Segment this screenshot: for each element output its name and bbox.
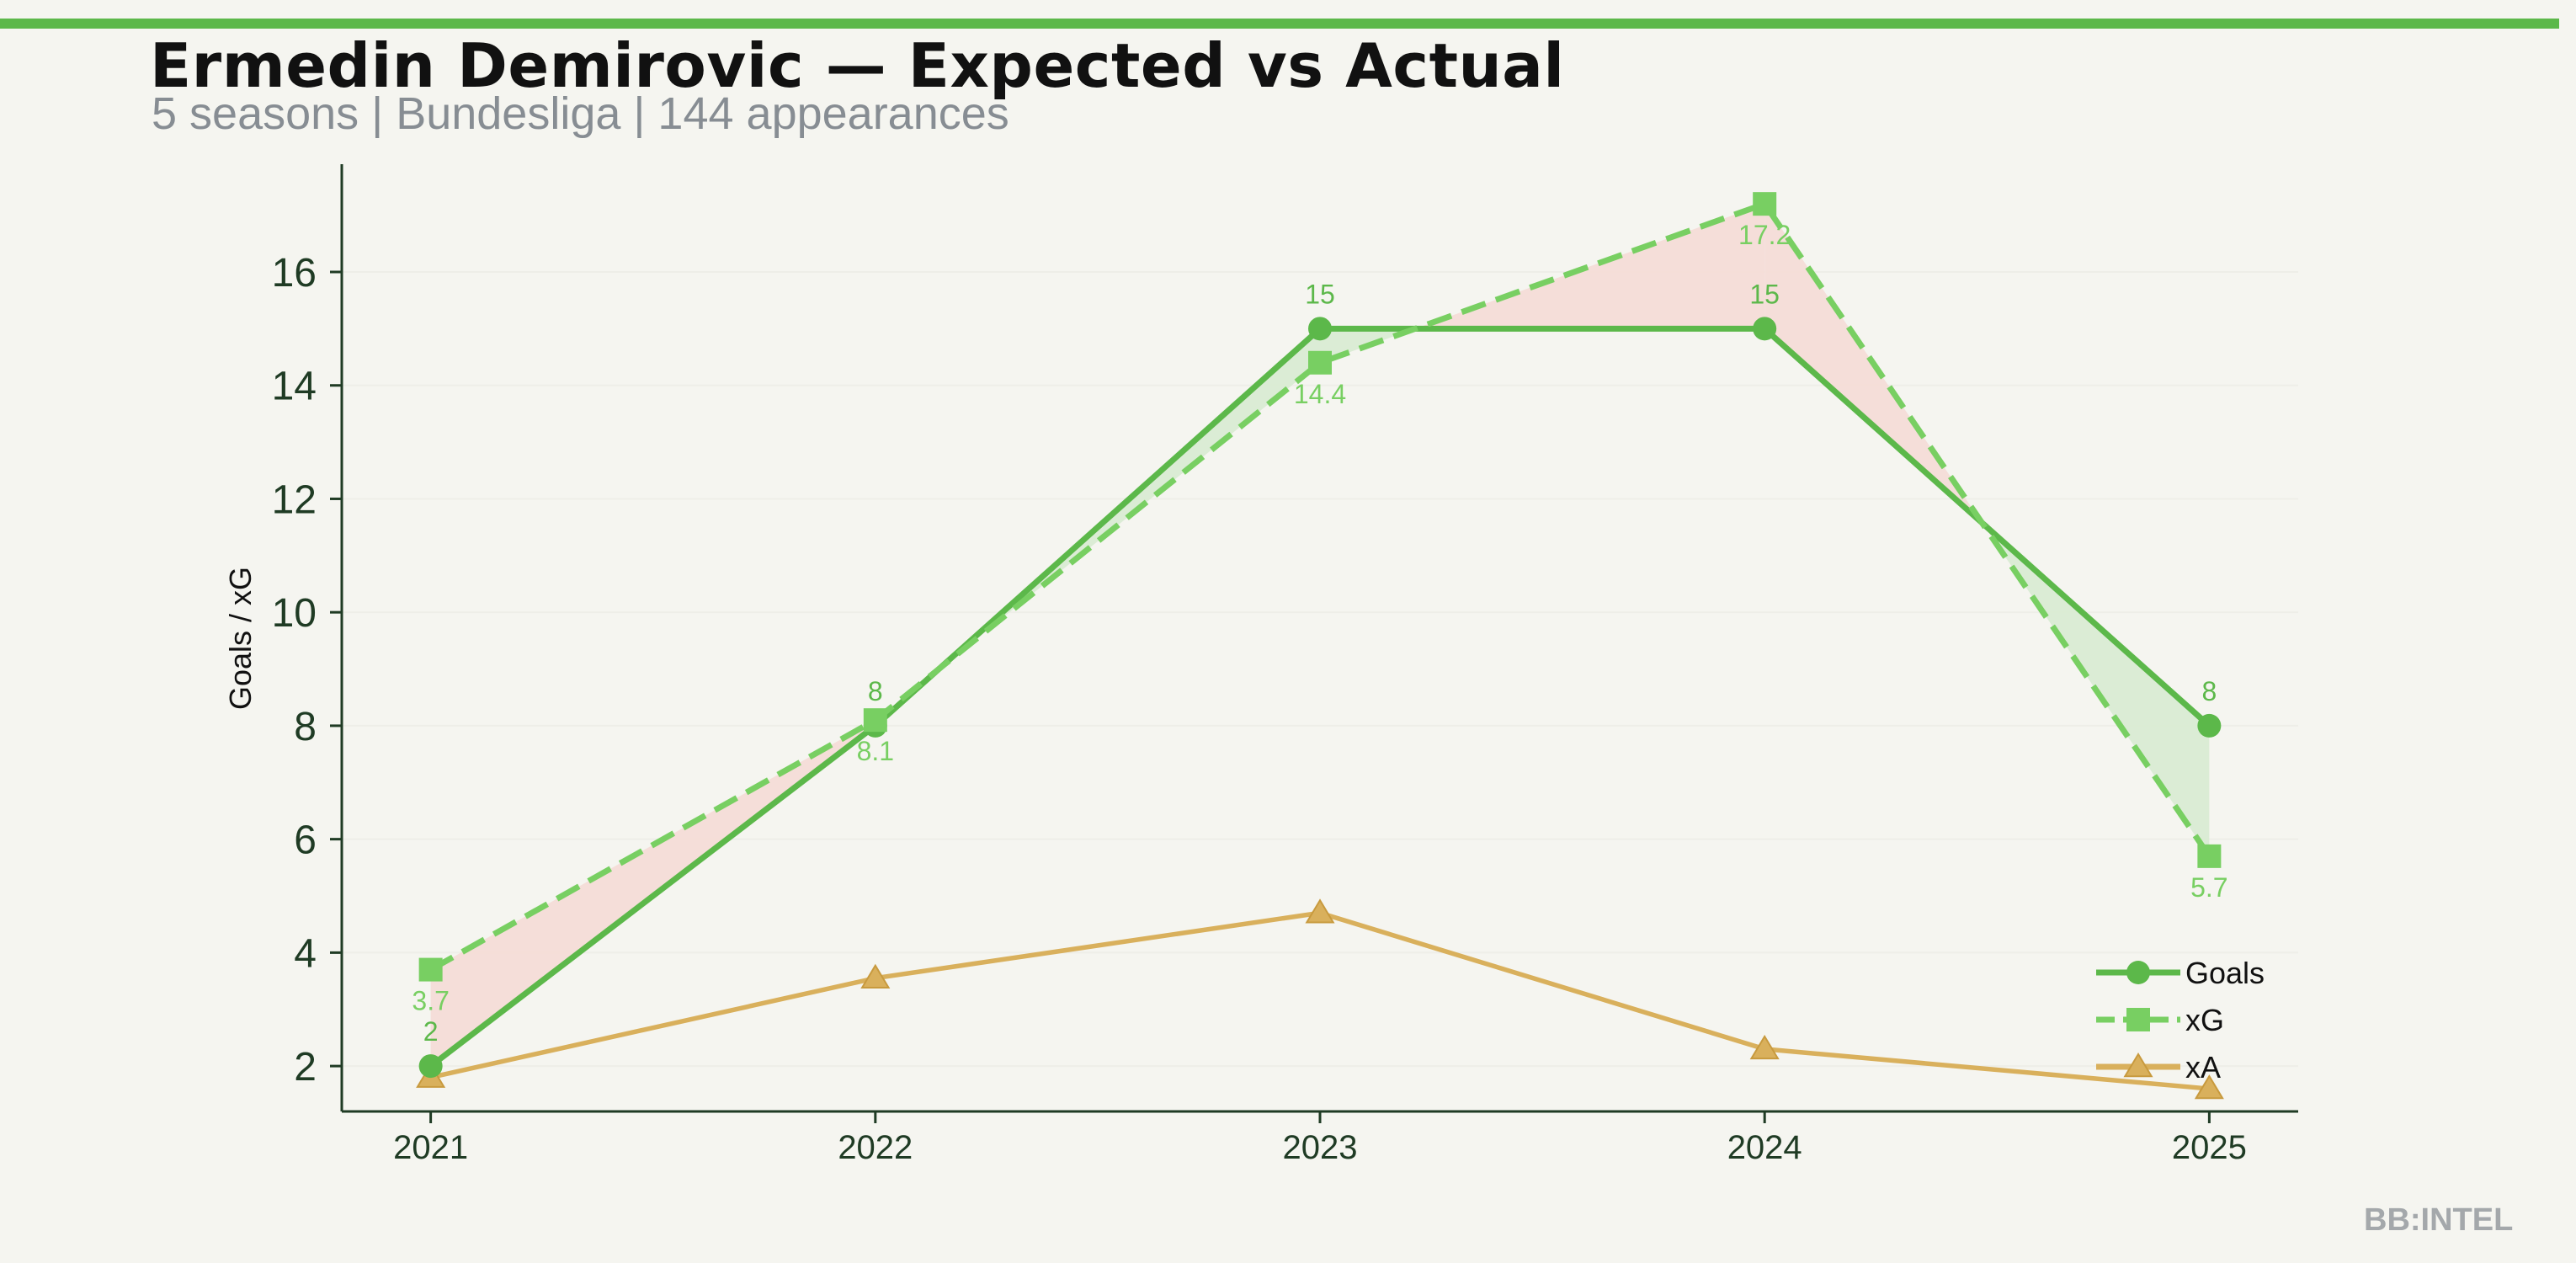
legend-label-xa: xA bbox=[2185, 1050, 2221, 1084]
y-tick-label-2: 2 bbox=[294, 1045, 317, 1090]
x-tick-label-2024: 2024 bbox=[1727, 1129, 1802, 1166]
axes: 2 4 6 8 10 12 14 16 2021 2022 2023 2024 2025 Goals / … bbox=[223, 164, 2298, 1166]
y-tick-label-8: 8 bbox=[294, 705, 317, 749]
chart-subtitle: 5 seasons | Bundesliga | 144 appearances bbox=[152, 88, 1009, 139]
goals-point-2025 bbox=[2197, 713, 2222, 738]
xg-point-2022 bbox=[863, 708, 887, 733]
xg-label-2022: 8.1 bbox=[857, 736, 894, 766]
goals-point-2024 bbox=[1753, 317, 1777, 341]
goals-label-2021: 2 bbox=[423, 1016, 439, 1047]
legend-marker-xa bbox=[2123, 1052, 2153, 1078]
y-tick-label-12: 12 bbox=[272, 477, 317, 522]
legend-label-xg: xG bbox=[2185, 1003, 2224, 1037]
y-tick-label-14: 14 bbox=[272, 365, 317, 409]
xg-point-2024 bbox=[1753, 192, 1777, 216]
xa-point-2023 bbox=[1305, 898, 1335, 924]
xa-point-2024 bbox=[1749, 1034, 1780, 1060]
x-tick-label-2022: 2022 bbox=[838, 1129, 913, 1166]
goals-label-2025: 8 bbox=[2201, 676, 2217, 706]
accent-bar bbox=[0, 19, 2559, 29]
legend-label-goals: Goals bbox=[2185, 956, 2265, 990]
series-markers bbox=[416, 192, 2224, 1100]
goals-point-2023 bbox=[1308, 317, 1332, 341]
goals-label-2022: 8 bbox=[868, 676, 883, 706]
xa-point-2022 bbox=[860, 963, 891, 989]
xg-label-2025: 5.7 bbox=[2190, 872, 2227, 903]
goals-point-2021 bbox=[418, 1054, 443, 1079]
xg-label-2023: 14.4 bbox=[1294, 379, 1346, 409]
xg-label-2021: 3.7 bbox=[412, 986, 449, 1016]
legend: Goals xG xA bbox=[2096, 956, 2265, 1084]
series-line-xg bbox=[428, 200, 2212, 973]
chart-title: Ermedin Demirovic — Expected vs Actual bbox=[150, 30, 1565, 101]
brand-watermark: BB:INTEL bbox=[2364, 1202, 2514, 1238]
x-tick-label-2021: 2021 bbox=[393, 1129, 468, 1166]
y-tick-label-10: 10 bbox=[272, 591, 317, 636]
goals-label-2023: 15 bbox=[1305, 279, 1335, 309]
y-tick-label-16: 16 bbox=[272, 251, 317, 296]
x-tick-label-2023: 2023 bbox=[1283, 1129, 1358, 1166]
xg-point-2023 bbox=[1308, 350, 1332, 375]
y-axis-label: Goals / xG bbox=[223, 567, 258, 710]
xa-point-2025 bbox=[2194, 1074, 2224, 1100]
y-tick-label-4: 4 bbox=[294, 931, 317, 976]
y-tick-label-6: 6 bbox=[294, 818, 317, 863]
xg-point-2021 bbox=[418, 957, 443, 982]
goals-label-2024: 15 bbox=[1749, 279, 1780, 309]
xg-label-2024: 17.2 bbox=[1738, 220, 1791, 250]
data-labels: 2 8 15 15 8 3.7 8.1 14.4 17.2 5.7 bbox=[412, 220, 2227, 1047]
series-line-goals bbox=[428, 325, 2211, 1068]
series-line-xa bbox=[430, 910, 2210, 1091]
x-tick-label-2025: 2025 bbox=[2172, 1129, 2247, 1166]
legend-marker-goals bbox=[2126, 961, 2150, 984]
legend-marker-xg bbox=[2126, 1008, 2150, 1031]
xg-point-2025 bbox=[2197, 844, 2222, 868]
